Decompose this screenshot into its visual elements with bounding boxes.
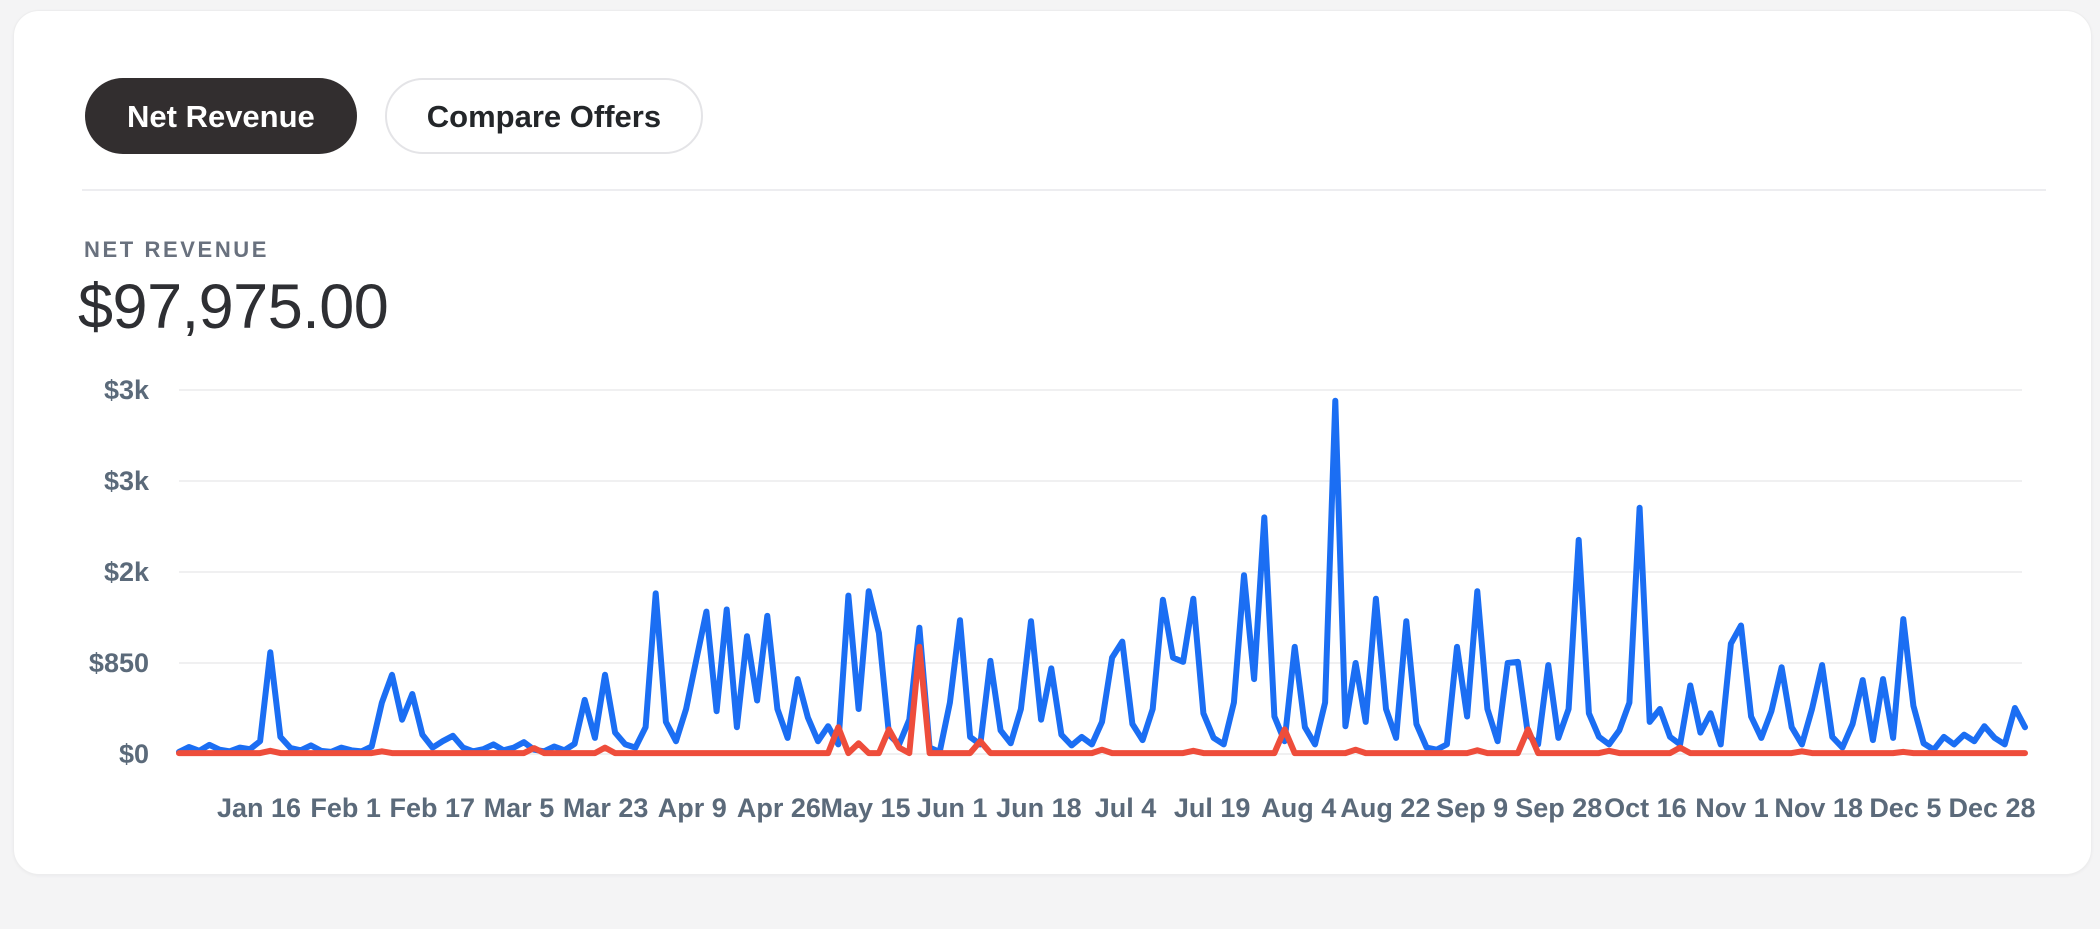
x-axis-tick-label: Aug 4 [1261, 793, 1336, 823]
x-axis-tick-label: Oct 16 [1604, 793, 1687, 823]
x-axis-tick-label: Feb 17 [390, 793, 476, 823]
x-axis-tick-label: Jul 19 [1174, 793, 1251, 823]
comparison-line [176, 643, 2028, 757]
x-axis-tick-label: Nov 18 [1774, 793, 1863, 823]
y-axis-tick-label: $850 [89, 648, 149, 678]
x-axis-tick-label: Apr 26 [737, 793, 821, 823]
chart-area: $0 $850 $2k $3k $3k Jan 16 Feb 1 Feb 17 Mar 5 Mar… [14, 361, 2100, 841]
chart-mode-tabs: Net Revenue Compare Offers [85, 78, 704, 154]
x-axis-tick-label: Jan 16 [217, 793, 301, 823]
revenue-chart: $0 $850 $2k $3k $3k Jan 16 Feb 1 Feb 17 Mar 5 Mar… [89, 375, 2036, 823]
section-divider [82, 189, 2046, 191]
net-revenue-label: NET REVENUE [84, 237, 270, 262]
y-axis-tick-label: $3k [104, 466, 150, 496]
x-axis-tick-label: Mar 5 [484, 793, 555, 823]
x-axis-tick-label: Jun 1 [917, 793, 988, 823]
x-axis-tick-label: Jul 4 [1095, 793, 1157, 823]
tab-compare-offers[interactable]: Compare Offers [384, 78, 704, 154]
x-axis-tick-label: Jun 18 [996, 793, 1082, 823]
y-axis-tick-label: $3k [104, 375, 150, 405]
x-axis-tick-label: Nov 1 [1695, 793, 1769, 823]
x-axis-tick-label: Sep 9 [1436, 793, 1508, 823]
net-revenue-line [176, 397, 2028, 755]
x-axis-tick-label: May 15 [821, 793, 911, 823]
x-axis-tick-label: Aug 22 [1340, 793, 1430, 823]
y-axis-tick-label: $0 [119, 739, 149, 769]
x-axis-tick-label: Dec 28 [1948, 793, 2035, 823]
y-axis-tick-label: $2k [104, 557, 150, 587]
net-revenue-value: $97,975.00 [78, 272, 389, 342]
x-axis-tick-label: Feb 1 [310, 793, 381, 823]
x-axis-tick-label: Apr 9 [658, 793, 727, 823]
x-axis-tick-label: Mar 23 [563, 793, 649, 823]
x-axis-tick-label: Sep 28 [1515, 793, 1602, 823]
tab-net-revenue[interactable]: Net Revenue [85, 78, 357, 154]
x-axis-tick-label: Dec 5 [1869, 793, 1941, 823]
revenue-card: Net Revenue Compare Offers NET REVENUE $… [13, 10, 2092, 875]
